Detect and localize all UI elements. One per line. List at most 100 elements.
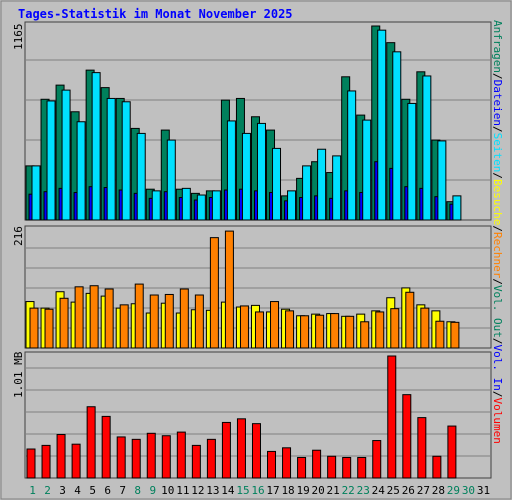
day-label-20: 20 xyxy=(312,484,325,497)
day-label-1: 1 xyxy=(29,484,36,497)
bar-pages-day-3 xyxy=(61,89,71,221)
bar-volume-day-23 xyxy=(357,456,367,479)
bar-sites-day-12 xyxy=(194,294,204,349)
day-label-28: 28 xyxy=(432,484,445,497)
bar-pages-day-22 xyxy=(347,90,357,221)
bar-pages-day-21 xyxy=(332,155,342,221)
bar-sites-day-6 xyxy=(104,288,114,349)
legend-separator: / xyxy=(491,172,504,179)
bar-volume-day-10 xyxy=(161,435,171,479)
bar-volume-day-3 xyxy=(56,434,66,479)
legend-hits: Anfragen xyxy=(491,20,504,73)
bar-sites-day-29 xyxy=(450,321,460,349)
bar-pages-day-2 xyxy=(46,100,56,221)
day-label-30: 30 xyxy=(462,484,475,497)
bar-pages-day-15 xyxy=(241,132,251,221)
legend-pages: Seiten xyxy=(491,132,504,173)
legend-vol-in: Vol. In xyxy=(491,344,504,391)
bar-volume-day-18 xyxy=(282,447,292,479)
bar-pages-day-10 xyxy=(166,139,176,221)
bar-volume-day-22 xyxy=(342,456,352,479)
bar-volume-day-12 xyxy=(191,444,201,479)
legend-sites: Rechner xyxy=(491,231,504,279)
day-label-24: 24 xyxy=(372,484,386,497)
bar-volume-day-5 xyxy=(86,406,96,479)
bottom-panel-max-label: 1.01 MB xyxy=(12,351,25,398)
bar-pages-day-12 xyxy=(196,194,206,221)
day-label-22: 22 xyxy=(342,484,355,497)
bar-pages-day-26 xyxy=(407,102,417,221)
day-label-12: 12 xyxy=(191,484,204,497)
bar-sites-day-13 xyxy=(209,237,219,349)
bar-volume-day-21 xyxy=(327,455,337,479)
legend-files: Dateien xyxy=(491,79,504,126)
bar-sites-day-21 xyxy=(330,313,340,349)
right-legend: Anfragen/Dateien/Seiten/Besuche/Rechner/… xyxy=(491,20,504,444)
day-label-5: 5 xyxy=(89,484,96,497)
bar-volume-day-17 xyxy=(267,450,277,479)
legend-separator: / xyxy=(491,390,504,398)
bar-volume-day-1 xyxy=(26,448,36,479)
day-label-8: 8 xyxy=(134,484,141,497)
bar-pages-day-28 xyxy=(437,140,447,221)
bar-volume-day-29 xyxy=(447,425,457,479)
legend-separator: / xyxy=(491,337,504,345)
bar-volume-day-24 xyxy=(372,440,382,479)
bar-sites-day-16 xyxy=(254,311,264,349)
bar-volume-day-25 xyxy=(387,355,397,479)
bar-pages-day-27 xyxy=(422,75,432,221)
bar-pages-day-17 xyxy=(272,147,282,221)
day-label-21: 21 xyxy=(327,484,340,497)
day-label-19: 19 xyxy=(296,484,309,497)
bar-sites-day-15 xyxy=(239,305,249,349)
bar-sites-day-28 xyxy=(435,320,445,349)
bar-pages-day-5 xyxy=(91,72,101,221)
day-label-2: 2 xyxy=(44,484,51,497)
chart-title: Tages-Statistik im Monat November 2025 xyxy=(18,7,293,21)
bar-volume-day-15 xyxy=(236,418,246,479)
day-label-11: 11 xyxy=(176,484,189,497)
bar-pages-day-11 xyxy=(181,187,191,221)
bar-sites-day-26 xyxy=(405,291,415,349)
bar-volume-day-11 xyxy=(176,431,186,479)
bar-pages-day-19 xyxy=(302,165,312,221)
bar-pages-day-7 xyxy=(121,101,131,221)
bar-sites-day-24 xyxy=(375,311,385,349)
bar-sites-day-11 xyxy=(179,288,189,349)
bar-pages-day-6 xyxy=(106,97,116,221)
bar-sites-day-19 xyxy=(300,315,310,349)
legend-separator: / xyxy=(491,278,504,285)
bar-volume-day-4 xyxy=(71,443,81,479)
day-label-26: 26 xyxy=(402,484,415,497)
day-label-4: 4 xyxy=(74,484,81,497)
bar-sites-day-23 xyxy=(360,321,370,349)
bar-volume-day-8 xyxy=(131,438,141,479)
bar-volume-day-28 xyxy=(432,455,442,479)
middle-panel-max-label: 216 xyxy=(12,226,25,246)
day-label-27: 27 xyxy=(417,484,430,497)
legend-separator: / xyxy=(491,72,504,80)
bar-volume-day-16 xyxy=(251,423,261,479)
legend-separator: / xyxy=(491,225,504,232)
legend-volume: Volumen xyxy=(491,397,504,444)
bar-sites-day-20 xyxy=(315,314,325,349)
bar-pages-day-16 xyxy=(256,122,266,221)
bar-sites-day-7 xyxy=(119,304,129,349)
day-label-9: 9 xyxy=(149,484,156,497)
day-label-14: 14 xyxy=(221,484,235,497)
bar-volume-day-6 xyxy=(101,415,111,479)
day-label-15: 15 xyxy=(236,484,249,497)
bar-volume-day-27 xyxy=(417,417,427,479)
bar-sites-day-25 xyxy=(390,308,400,349)
bar-volume-day-14 xyxy=(221,421,231,479)
legend-vol-out: Vol. Out xyxy=(491,284,504,338)
day-label-3: 3 xyxy=(59,484,66,497)
bar-pages-day-24 xyxy=(377,29,387,221)
bar-sites-day-27 xyxy=(420,307,430,349)
bar-sites-day-2 xyxy=(44,308,54,349)
bar-pages-day-14 xyxy=(226,120,236,221)
bar-pages-day-8 xyxy=(136,132,146,221)
